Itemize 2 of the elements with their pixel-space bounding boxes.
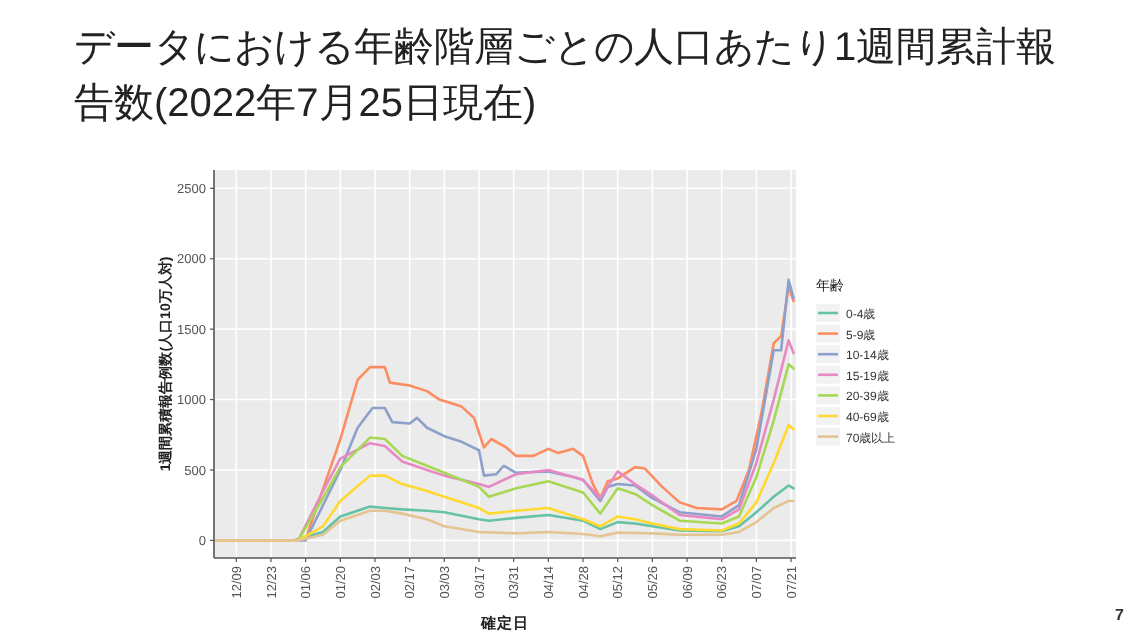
text: 7 xyxy=(1115,606,1126,624)
title: データにおける年齢階層ごとの人口あたり1週間累計報告数(2022年7月25日現在) xyxy=(74,26,1057,126)
